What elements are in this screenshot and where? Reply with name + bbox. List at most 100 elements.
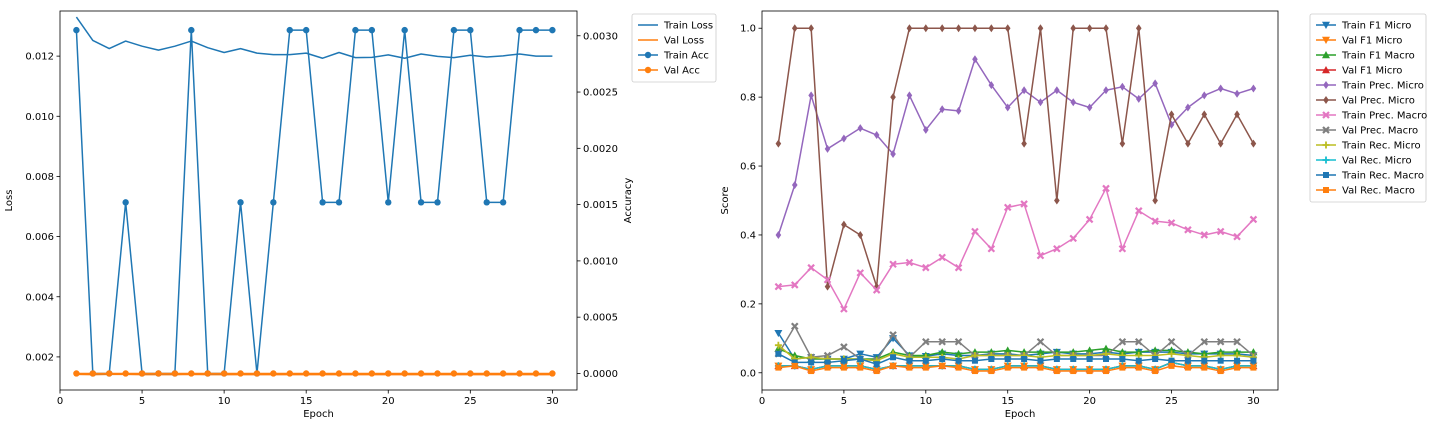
- x-tick-label: 25: [464, 396, 477, 407]
- legend-marker: [1323, 172, 1329, 178]
- data-point: [1054, 356, 1060, 362]
- plot-frame: [762, 11, 1278, 390]
- data-point: [1234, 358, 1240, 364]
- data-point: [972, 368, 978, 374]
- data-point: [792, 323, 798, 329]
- data-point: [1185, 358, 1191, 364]
- data-point: [1038, 98, 1044, 106]
- x-axis-label: Epoch: [303, 409, 334, 420]
- data-point: [1169, 339, 1175, 345]
- data-point: [808, 91, 814, 99]
- data-point: [989, 24, 995, 32]
- data-point: [1169, 363, 1175, 369]
- data-point: [841, 344, 847, 350]
- data-point: [1136, 24, 1142, 32]
- data-point: [874, 361, 880, 367]
- data-point: [549, 370, 555, 376]
- legend-label: Val Loss: [664, 36, 704, 47]
- data-point: [336, 199, 342, 205]
- x-tick-label: 5: [139, 396, 145, 407]
- data-point: [1103, 24, 1109, 32]
- y-tick-label: 0.4: [740, 230, 756, 241]
- x-axis-label: Epoch: [1005, 409, 1036, 420]
- data-point: [385, 199, 391, 205]
- y-tick-label: 0.006: [25, 232, 54, 243]
- data-point: [369, 27, 375, 33]
- data-point: [808, 368, 814, 374]
- data-point: [956, 107, 962, 115]
- data-point: [841, 358, 847, 364]
- data-point: [1152, 197, 1158, 205]
- y-tick-label: 0.2: [740, 299, 756, 310]
- y-axis-label: Score: [720, 186, 731, 214]
- data-point: [907, 24, 913, 32]
- data-point: [988, 246, 994, 252]
- data-point: [1021, 365, 1027, 371]
- data-point: [774, 330, 782, 337]
- legend-label: Train Rec. Micro: [1341, 141, 1421, 152]
- data-point: [287, 370, 293, 376]
- data-point: [237, 199, 243, 205]
- legend-marker: [645, 52, 651, 58]
- data-point: [319, 370, 325, 376]
- data-point: [1234, 365, 1240, 371]
- series-line: [778, 188, 1253, 309]
- y-tick-label: 1.0: [740, 24, 756, 35]
- data-point: [467, 370, 473, 376]
- data-point: [776, 231, 782, 239]
- data-point: [923, 358, 929, 364]
- series-line: [778, 366, 1253, 371]
- data-point: [500, 199, 506, 205]
- data-point: [1136, 365, 1142, 371]
- data-point: [434, 370, 440, 376]
- y2-axis-label: Accuracy: [623, 178, 634, 224]
- data-point: [352, 370, 358, 376]
- data-point: [776, 140, 782, 148]
- data-point: [1119, 356, 1125, 362]
- data-point: [1070, 356, 1076, 362]
- data-point: [369, 370, 375, 376]
- data-point: [500, 370, 506, 376]
- data-point: [1136, 208, 1142, 214]
- data-point: [319, 199, 325, 205]
- data-point: [484, 199, 490, 205]
- data-point: [1119, 365, 1125, 371]
- data-point: [857, 365, 863, 371]
- data-point: [1054, 86, 1060, 94]
- legend-label: Val Acc: [664, 66, 700, 77]
- data-point: [1087, 368, 1093, 374]
- legend-label: Val F1 Micro: [1342, 66, 1402, 77]
- data-point: [890, 363, 896, 369]
- data-point: [1136, 358, 1142, 364]
- data-point: [1037, 339, 1043, 345]
- x-tick-label: 15: [1001, 396, 1014, 407]
- data-point: [1120, 140, 1126, 148]
- data-point: [303, 370, 309, 376]
- data-point: [270, 199, 276, 205]
- data-point: [857, 231, 863, 239]
- data-point: [825, 145, 831, 153]
- data-point: [972, 358, 978, 364]
- y2-tick-label: 0.0005: [583, 313, 618, 324]
- data-point: [792, 363, 798, 369]
- data-point: [1005, 24, 1011, 32]
- data-point: [1038, 24, 1044, 32]
- y-tick-label: 0.0: [740, 368, 756, 379]
- data-point: [1103, 368, 1109, 374]
- legend-marker: [645, 67, 651, 73]
- data-point: [1152, 368, 1158, 374]
- data-point: [1070, 235, 1076, 241]
- data-point: [1218, 358, 1224, 364]
- legend-label: Val Prec. Micro: [1342, 96, 1415, 107]
- data-point: [336, 370, 342, 376]
- data-point: [533, 370, 539, 376]
- data-point: [972, 229, 978, 235]
- data-point: [90, 370, 96, 376]
- x-tick-label: 20: [1083, 396, 1096, 407]
- x-tick-label: 15: [300, 396, 313, 407]
- data-point: [890, 93, 896, 101]
- data-point: [775, 365, 781, 371]
- data-point: [906, 365, 912, 371]
